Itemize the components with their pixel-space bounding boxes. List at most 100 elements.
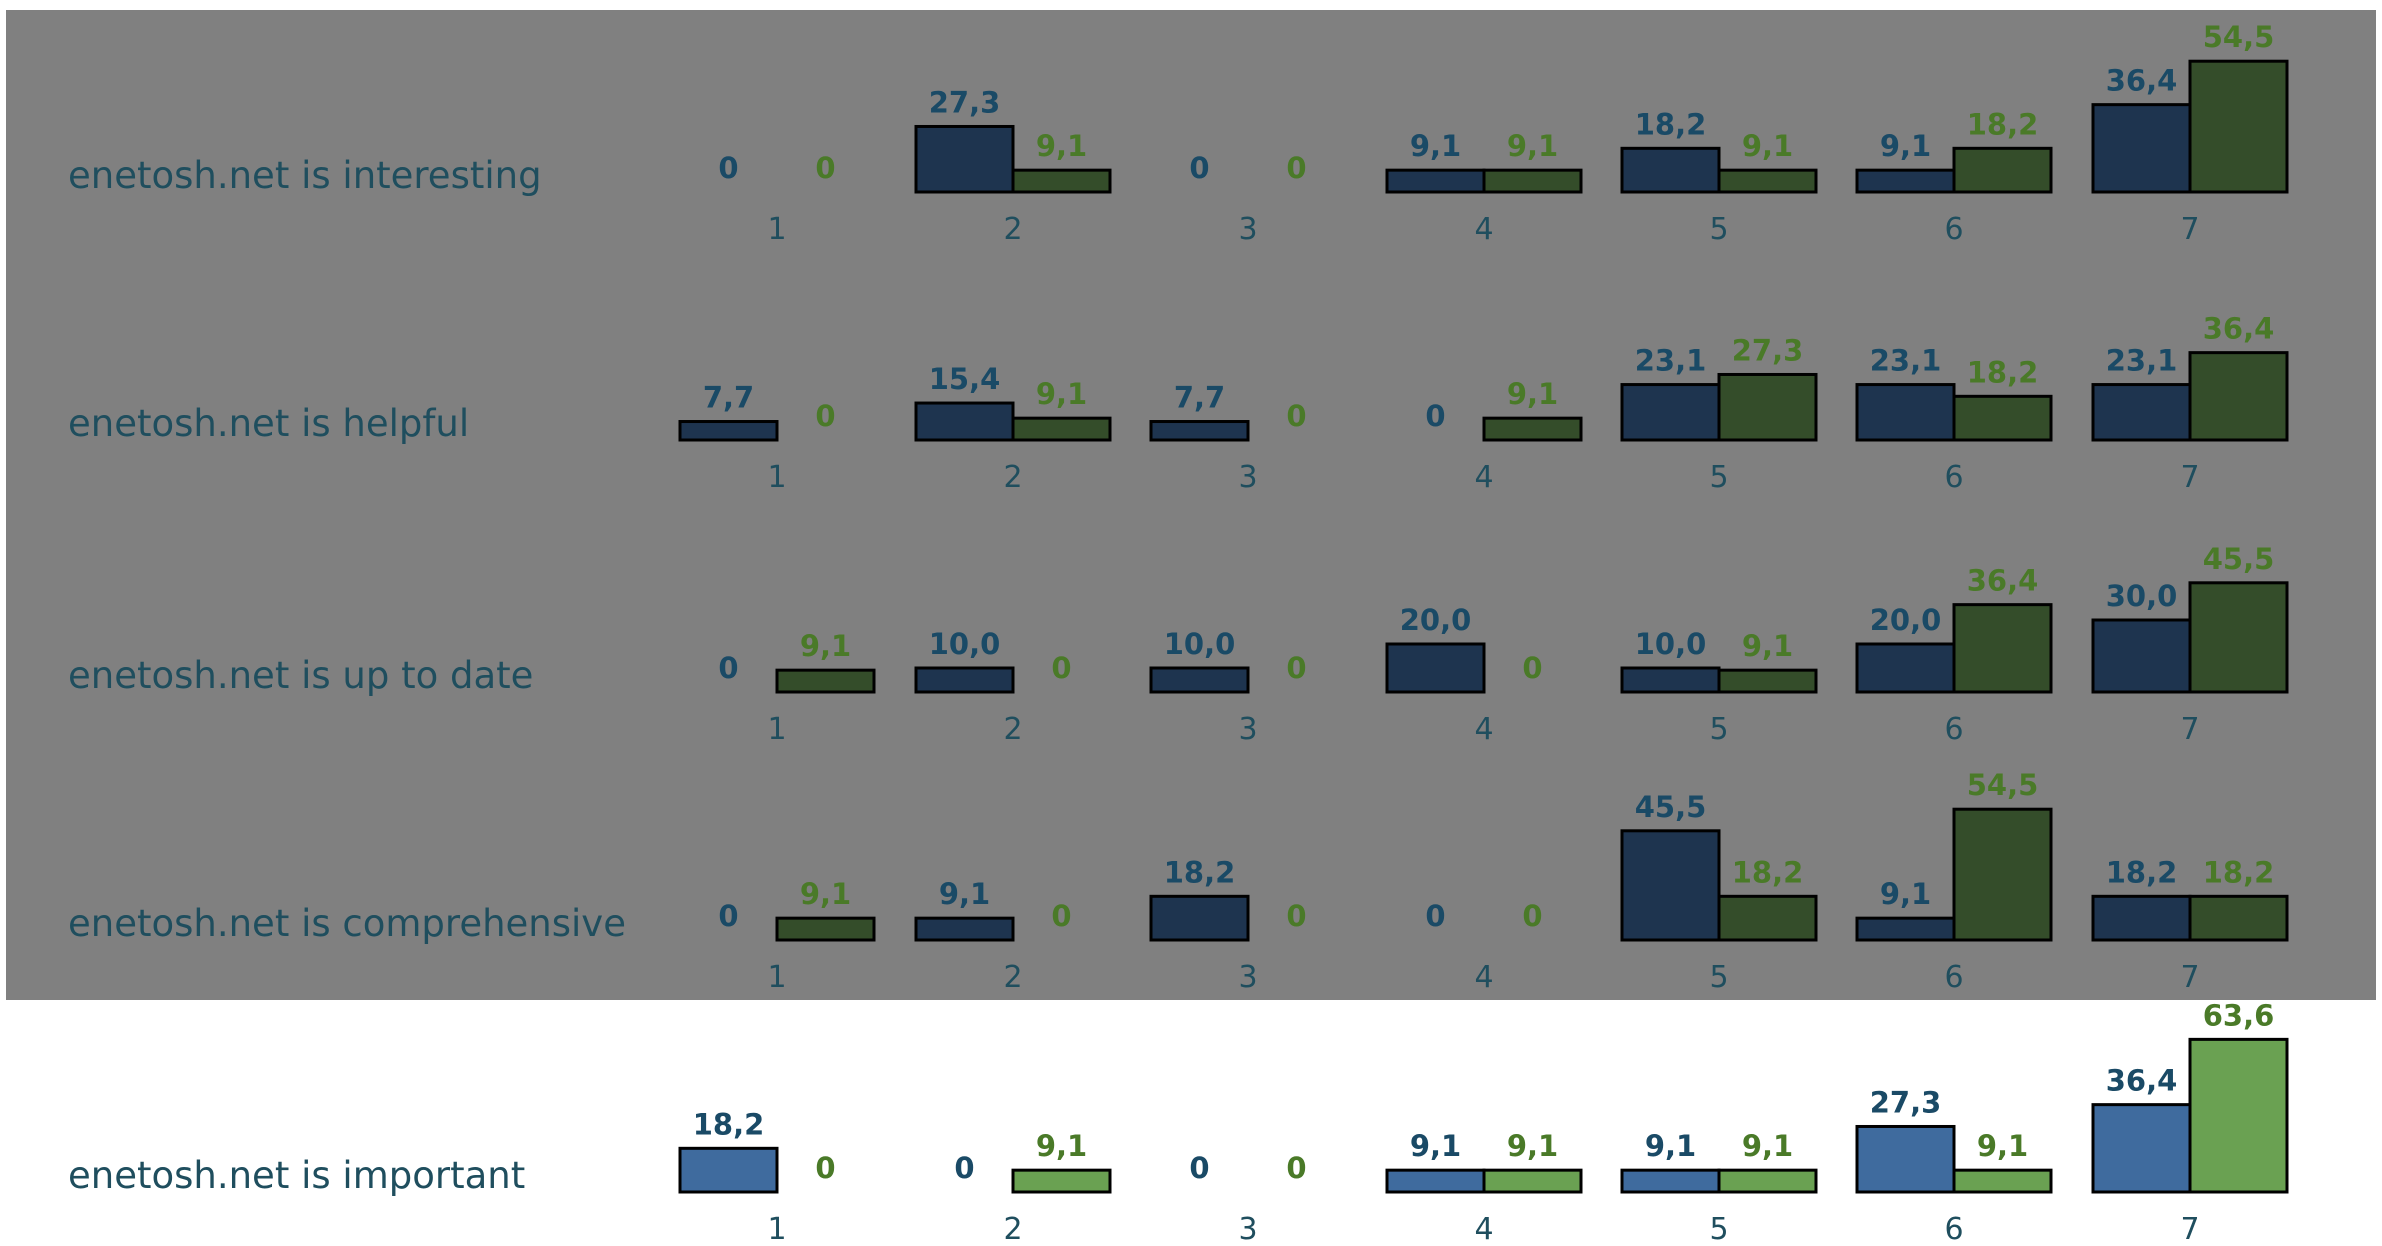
bar-series-2 xyxy=(1717,372,1818,442)
value-label: 9,1 xyxy=(1977,1129,2028,1163)
row-label: enetosh.net is helpful xyxy=(68,402,469,445)
row-label: enetosh.net is up to date xyxy=(68,654,533,697)
value-label: 0 xyxy=(1286,151,1306,185)
value-label: 18,2 xyxy=(1635,107,1707,141)
value-label: 0 xyxy=(1189,151,1209,185)
value-label: 18,2 xyxy=(693,1107,765,1141)
value-label: 20,0 xyxy=(1870,603,1942,637)
bar-series-1 xyxy=(2091,1103,2192,1194)
bar-series-2 xyxy=(2188,581,2289,694)
x-tick-label: 1 xyxy=(767,460,786,495)
bar-series-2 xyxy=(2188,894,2289,942)
value-label: 9,1 xyxy=(1507,377,1558,411)
bar-series-2 xyxy=(1717,894,1818,942)
bar-series-2 xyxy=(2188,351,2289,442)
value-label: 9,1 xyxy=(1507,129,1558,163)
x-tick-label: 4 xyxy=(1474,212,1493,247)
x-tick-label: 7 xyxy=(2180,212,2199,247)
x-tick-label: 6 xyxy=(1944,460,1963,495)
value-label: 0 xyxy=(1425,399,1445,433)
x-tick-label: 6 xyxy=(1944,712,1963,747)
bar-series-1 xyxy=(1385,1168,1486,1194)
bar-series-2 xyxy=(1952,1168,2053,1194)
value-label: 36,4 xyxy=(2106,64,2178,98)
bar-series-1 xyxy=(2091,383,2192,442)
value-label: 20,0 xyxy=(1400,603,1472,637)
value-label: 27,3 xyxy=(929,85,1001,119)
value-label: 0 xyxy=(954,1151,974,1185)
value-label: 45,5 xyxy=(1635,790,1707,824)
value-label: 9,1 xyxy=(1410,1129,1461,1163)
value-label: 9,1 xyxy=(800,877,851,911)
value-label: 10,0 xyxy=(929,627,1001,661)
bar-series-2 xyxy=(1717,168,1818,194)
value-label: 0 xyxy=(1522,651,1542,685)
value-label: 23,1 xyxy=(1870,344,1942,378)
value-label: 36,4 xyxy=(1967,564,2039,598)
bar-series-1 xyxy=(1855,168,1956,194)
bar-series-1 xyxy=(1620,829,1721,942)
x-tick-label: 2 xyxy=(1003,212,1022,247)
value-label: 0 xyxy=(815,1151,835,1185)
x-tick-label: 1 xyxy=(767,212,786,247)
value-label: 0 xyxy=(1286,651,1306,685)
bar-series-1 xyxy=(914,666,1015,694)
value-label: 9,1 xyxy=(1742,1129,1793,1163)
x-tick-label: 2 xyxy=(1003,712,1022,747)
value-label: 0 xyxy=(1522,899,1542,933)
x-tick-label: 7 xyxy=(2180,712,2199,747)
bar-series-1 xyxy=(914,916,1015,942)
value-label: 9,1 xyxy=(1036,377,1087,411)
bar-series-1 xyxy=(1620,1168,1721,1194)
value-label: 18,2 xyxy=(1967,355,2039,389)
bar-series-2 xyxy=(1482,416,1583,442)
value-label: 10,0 xyxy=(1164,627,1236,661)
x-tick-label: 5 xyxy=(1709,712,1728,747)
x-tick-label: 7 xyxy=(2180,960,2199,995)
value-label: 0 xyxy=(1189,1151,1209,1185)
bar-series-1 xyxy=(1149,666,1250,694)
bar-series-2 xyxy=(1482,1168,1583,1194)
x-tick-label: 7 xyxy=(2180,460,2199,495)
value-label: 0 xyxy=(815,399,835,433)
bar-series-2 xyxy=(2188,59,2289,194)
bar-series-1 xyxy=(2091,618,2192,694)
value-label: 18,2 xyxy=(1967,107,2039,141)
bar-series-1 xyxy=(1855,383,1956,442)
bar-series-2 xyxy=(775,916,876,942)
value-label: 18,2 xyxy=(1732,855,1804,889)
bar-series-1 xyxy=(1855,1124,1956,1194)
value-label: 54,5 xyxy=(1967,768,2039,802)
value-label: 9,1 xyxy=(1742,129,1793,163)
value-label: 45,5 xyxy=(2203,542,2275,576)
bar-series-2 xyxy=(1717,1168,1818,1194)
bar-series-2 xyxy=(1952,807,2053,942)
x-tick-label: 5 xyxy=(1709,1212,1728,1246)
x-tick-label: 3 xyxy=(1238,712,1257,747)
value-label: 0 xyxy=(718,651,738,685)
value-label: 0 xyxy=(1051,899,1071,933)
bar-series-2 xyxy=(1952,603,2053,694)
bar-series-1 xyxy=(1385,642,1486,694)
value-label: 0 xyxy=(1425,899,1445,933)
value-label: 9,1 xyxy=(1507,1129,1558,1163)
value-label: 18,2 xyxy=(2106,855,2178,889)
value-label: 9,1 xyxy=(800,629,851,663)
value-label: 9,1 xyxy=(1880,877,1931,911)
bar-series-1 xyxy=(678,1146,779,1194)
x-tick-label: 5 xyxy=(1709,960,1728,995)
bar-series-2 xyxy=(1011,168,1112,194)
bar-series-1 xyxy=(1385,168,1486,194)
value-label: 9,1 xyxy=(1410,129,1461,163)
value-label: 0 xyxy=(1286,399,1306,433)
bar-series-1 xyxy=(1855,642,1956,694)
x-tick-label: 2 xyxy=(1003,960,1022,995)
row-label: enetosh.net is important xyxy=(68,1154,525,1197)
bar-series-2 xyxy=(1952,146,2053,194)
highlighted-rows: enetosh.net is important 1 2 3 4 5 6 7 18,2 0 0 9,1… xyxy=(68,998,2289,1246)
bar-series-2 xyxy=(1482,168,1583,194)
bar-series-2 xyxy=(1011,1168,1112,1194)
bar-series-1 xyxy=(914,401,1015,442)
